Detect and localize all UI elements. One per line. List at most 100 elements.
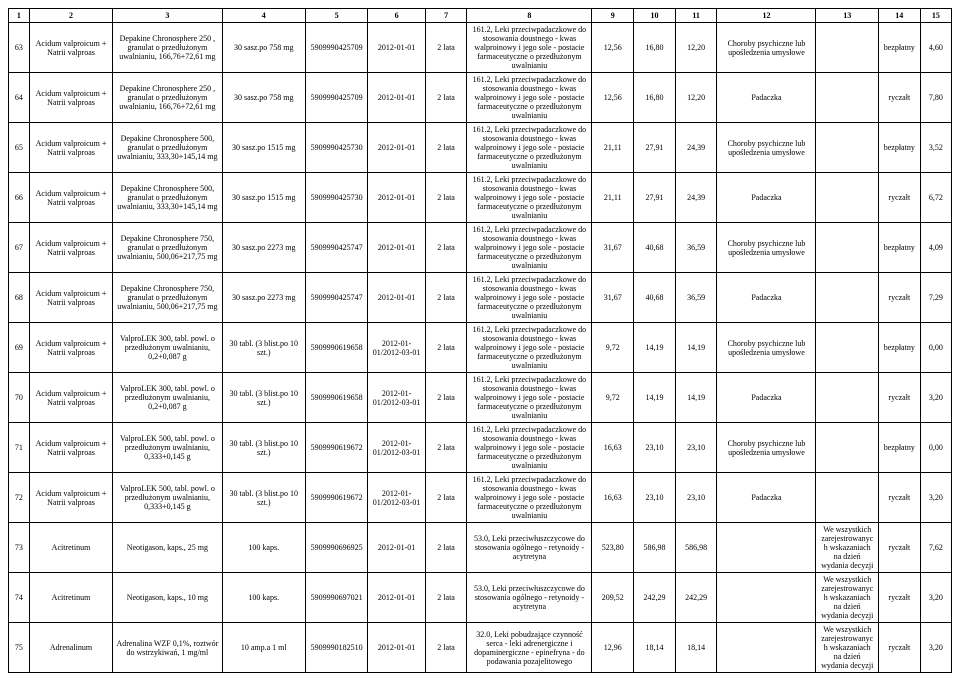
table-row: 70Acidum valproicum + Natrii valproasVal… xyxy=(9,373,952,423)
cell xyxy=(717,523,816,573)
cell: 161.2, Leki przeciwpadaczkowe do stosowa… xyxy=(467,373,592,423)
cell: 161.2, Leki przeciwpadaczkowe do stosowa… xyxy=(467,323,592,373)
cell: ValproLEK 300, tabl. powl. o przedłużony… xyxy=(113,323,222,373)
cell: 40,68 xyxy=(634,273,676,323)
cell: Depakine Chronosphere 750, granulat o pr… xyxy=(113,223,222,273)
cell: 2012-01-01 xyxy=(368,123,425,173)
cell xyxy=(816,273,879,323)
cell: Depakine Chronosphere 250 , granulat o p… xyxy=(113,73,222,123)
col-header: 9 xyxy=(592,9,634,23)
cell: 2 lata xyxy=(425,173,467,223)
col-header: 1 xyxy=(9,9,30,23)
col-header: 5 xyxy=(305,9,368,23)
cell: 30 sasz.po 758 mg xyxy=(222,73,305,123)
cell: 24,39 xyxy=(675,123,717,173)
cell: 2012-01-01 xyxy=(368,23,425,73)
cell: 6,72 xyxy=(920,173,951,223)
cell: 161.2, Leki przeciwpadaczkowe do stosowa… xyxy=(467,273,592,323)
cell: ValproLEK 500, tabl. powl. o przedłużony… xyxy=(113,423,222,473)
cell: 2 lata xyxy=(425,623,467,673)
cell: 9,72 xyxy=(592,373,634,423)
cell: 586,98 xyxy=(634,523,676,573)
cell: Acitretinum xyxy=(29,523,112,573)
cell: 12,20 xyxy=(675,23,717,73)
cell: Acidum valproicum + Natrii valproas xyxy=(29,273,112,323)
cell: 2 lata xyxy=(425,473,467,523)
cell: 40,68 xyxy=(634,223,676,273)
cell: 2 lata xyxy=(425,573,467,623)
cell: 14,19 xyxy=(634,323,676,373)
table-row: 73AcitretinumNeotigason, kaps., 25 mg100… xyxy=(9,523,952,573)
cell: Padaczka xyxy=(717,473,816,523)
cell: 16,80 xyxy=(634,23,676,73)
cell: Padaczka xyxy=(717,273,816,323)
cell: 7,29 xyxy=(920,273,951,323)
cell: 5909990425747 xyxy=(305,223,368,273)
cell: 5909990619672 xyxy=(305,423,368,473)
cell: 16,80 xyxy=(634,73,676,123)
cell: 14,19 xyxy=(634,373,676,423)
cell: 4,60 xyxy=(920,23,951,73)
cell: 27,91 xyxy=(634,123,676,173)
col-header: 12 xyxy=(717,9,816,23)
col-header: 4 xyxy=(222,9,305,23)
cell: 7,62 xyxy=(920,523,951,573)
cell: 65 xyxy=(9,123,30,173)
cell: Choroby psychiczne lub upośledzenia umys… xyxy=(717,423,816,473)
cell: 2012-01-01 xyxy=(368,523,425,573)
cell: Padaczka xyxy=(717,173,816,223)
cell: 30 sasz.po 1515 mg xyxy=(222,173,305,223)
cell: 12,56 xyxy=(592,23,634,73)
cell: 3,52 xyxy=(920,123,951,173)
cell: 2 lata xyxy=(425,123,467,173)
drug-table: 123456789101112131415 63Acidum valproicu… xyxy=(8,8,952,673)
col-header: 15 xyxy=(920,9,951,23)
cell: 2 lata xyxy=(425,223,467,273)
table-row: 65Acidum valproicum + Natrii valproasDep… xyxy=(9,123,952,173)
cell: 5909990425709 xyxy=(305,23,368,73)
cell: 16,63 xyxy=(592,423,634,473)
cell xyxy=(816,423,879,473)
cell: 74 xyxy=(9,573,30,623)
cell: Neotigason, kaps., 10 mg xyxy=(113,573,222,623)
cell xyxy=(816,73,879,123)
cell: Choroby psychiczne lub upośledzenia umys… xyxy=(717,23,816,73)
cell: 30 sasz.po 758 mg xyxy=(222,23,305,73)
cell: 21,11 xyxy=(592,123,634,173)
cell: 53.0, Leki przeciwłuszczycowe do stosowa… xyxy=(467,573,592,623)
cell: ryczałt xyxy=(878,573,920,623)
cell: 14,19 xyxy=(675,323,717,373)
cell: Adrenalina WZF 0,1%, roztwór do wstrzyki… xyxy=(113,623,222,673)
col-header: 11 xyxy=(675,9,717,23)
cell: 30 sasz.po 2273 mg xyxy=(222,273,305,323)
cell: 30 sasz.po 2273 mg xyxy=(222,223,305,273)
cell: 23,10 xyxy=(634,473,676,523)
cell: Choroby psychiczne lub upośledzenia umys… xyxy=(717,123,816,173)
cell: 2 lata xyxy=(425,73,467,123)
table-row: 68Acidum valproicum + Natrii valproasDep… xyxy=(9,273,952,323)
cell: 71 xyxy=(9,423,30,473)
table-row: 75AdrenalinumAdrenalina WZF 0,1%, roztwó… xyxy=(9,623,952,673)
cell: 18,14 xyxy=(634,623,676,673)
table-row: 63Acidum valproicum + Natrii valproasDep… xyxy=(9,23,952,73)
cell: 2012-01-01 xyxy=(368,623,425,673)
cell: Adrenalinum xyxy=(29,623,112,673)
cell: 5909990619672 xyxy=(305,473,368,523)
col-header: 10 xyxy=(634,9,676,23)
cell: 2012-01-01 xyxy=(368,223,425,273)
cell: 30 tabl. (3 blist.po 10 szt.) xyxy=(222,373,305,423)
table-row: 66Acidum valproicum + Natrii valproasDep… xyxy=(9,173,952,223)
cell: 5909990696925 xyxy=(305,523,368,573)
cell: 24,39 xyxy=(675,173,717,223)
cell: 12,96 xyxy=(592,623,634,673)
cell: 21,11 xyxy=(592,173,634,223)
cell: 161.2, Leki przeciwpadaczkowe do stosowa… xyxy=(467,123,592,173)
cell: 70 xyxy=(9,373,30,423)
cell: 5909990425709 xyxy=(305,73,368,123)
cell xyxy=(816,23,879,73)
cell: 5909990619658 xyxy=(305,373,368,423)
cell: 161.2, Leki przeciwpadaczkowe do stosowa… xyxy=(467,73,592,123)
cell: We wszystkich zarejestrowanych wskazania… xyxy=(816,623,879,673)
table-row: 64Acidum valproicum + Natrii valproasDep… xyxy=(9,73,952,123)
cell: 36,59 xyxy=(675,223,717,273)
